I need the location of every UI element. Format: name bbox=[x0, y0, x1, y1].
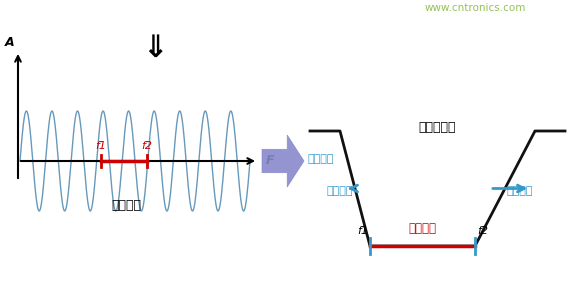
Text: 原始信号: 原始信号 bbox=[111, 199, 141, 212]
Text: f2: f2 bbox=[141, 141, 152, 151]
Text: A: A bbox=[5, 36, 15, 49]
Text: 抑制频段: 抑制频段 bbox=[326, 186, 353, 196]
Text: 抑制频段: 抑制频段 bbox=[308, 154, 335, 164]
Text: 抑制频段: 抑制频段 bbox=[507, 186, 533, 196]
Text: f1: f1 bbox=[357, 226, 368, 236]
Text: f2: f2 bbox=[477, 226, 488, 236]
Text: 工作频段: 工作频段 bbox=[409, 222, 437, 235]
Text: f1: f1 bbox=[95, 141, 106, 151]
Polygon shape bbox=[262, 135, 304, 187]
Text: ⇓: ⇓ bbox=[142, 34, 168, 63]
Text: 滤波器响应: 滤波器响应 bbox=[419, 121, 456, 134]
Text: F: F bbox=[266, 155, 275, 167]
Text: www.cntronics.com: www.cntronics.com bbox=[425, 3, 526, 13]
